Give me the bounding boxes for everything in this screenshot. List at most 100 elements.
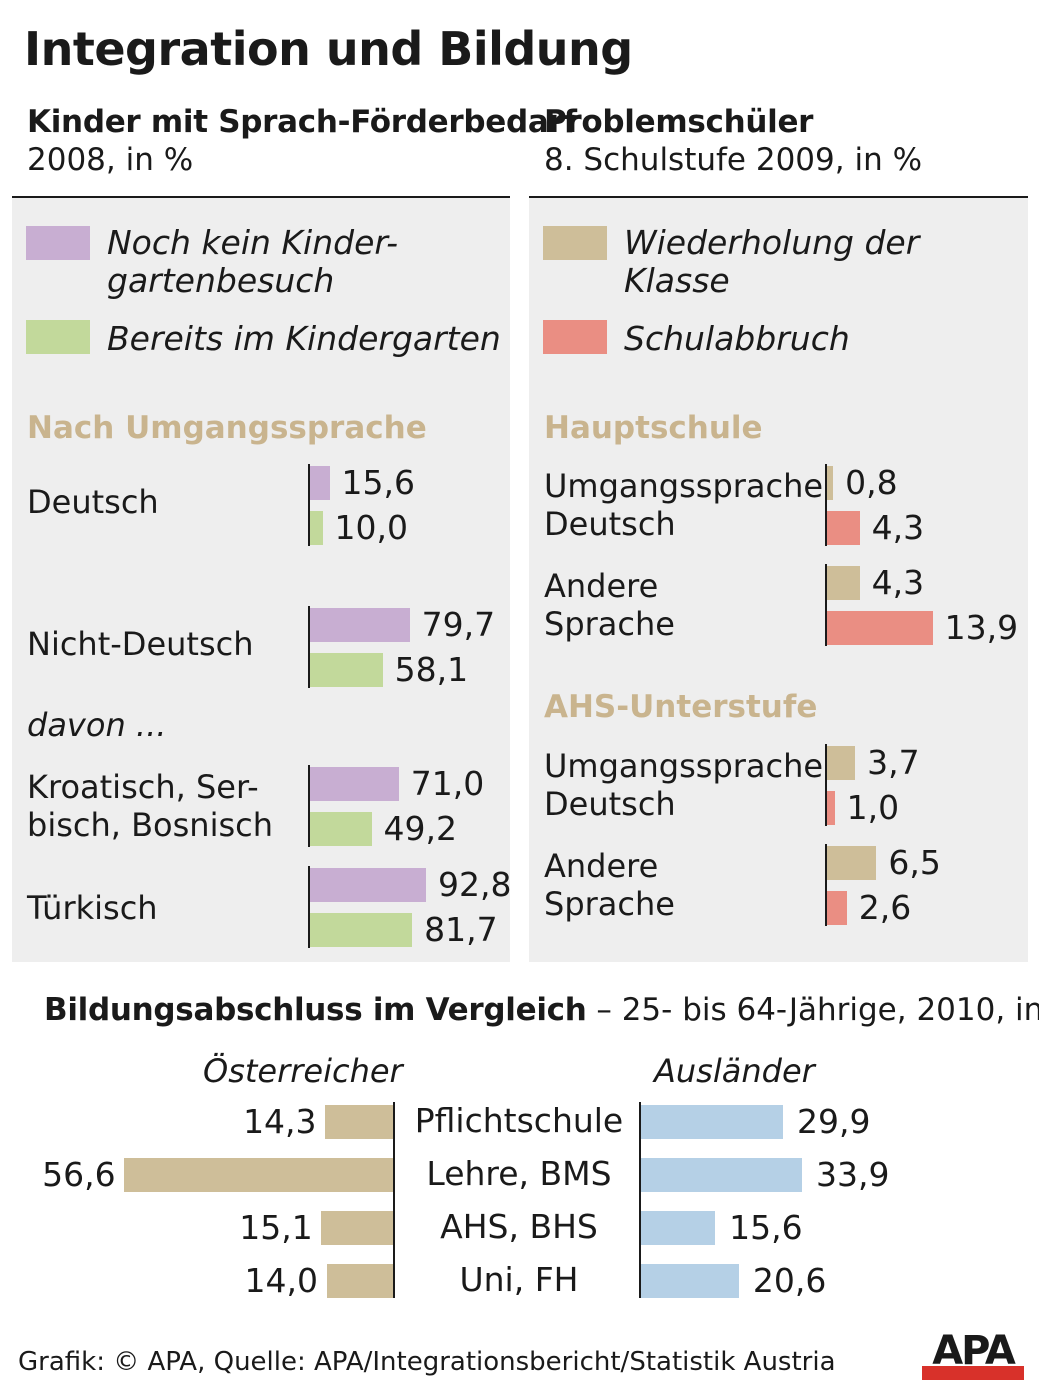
value-label: 56,6 [42,1155,116,1194]
legend-swatch-im-kindergarten [26,320,90,354]
left-axis-line [308,765,310,847]
bar-kein-kindergarten [310,868,426,902]
legend-swatch-wiederholung [543,226,607,260]
category-label-ahs-deutsch-1: Umgangssprache [544,747,824,785]
left-panel-rule [12,196,510,198]
bar-im-kindergarten [310,511,323,545]
bar-schulabbruch [827,891,847,925]
legend-label-kein-kindergarten-1: Noch kein Kinder- [107,223,399,262]
legend-swatch-schulabbruch [543,320,607,354]
value-label: 4,3 [871,508,925,547]
edu-category-pflichtschule: Pflichtschule [414,1101,624,1140]
value-label: 79,7 [421,605,496,644]
bar-oesterreicher [325,1105,393,1139]
legend-label-wiederholung-2: Klasse [624,261,730,300]
legend-label-kein-kindergarten-2: gartenbesuch [107,261,335,300]
bottom-right-axis [639,1102,641,1298]
section-hauptschule: Hauptschule [544,410,763,446]
bar-kein-kindergarten [310,466,330,500]
right-axis-line [825,844,827,926]
right-panel-subtitle: 8. Schulstufe 2009, in % [544,142,923,178]
edu-category-lehre: Lehre, BMS [426,1154,612,1193]
value-label: 33,9 [816,1155,890,1194]
davon-label: davon ... [27,706,167,744]
left-axis-line [308,866,310,948]
bar-im-kindergarten [310,653,383,687]
legend-label-schulabbruch: Schulabbruch [624,319,850,358]
legend-label-wiederholung-1: Wiederholung der [624,223,920,262]
value-label: 71,0 [410,764,485,803]
bar-wiederholung [827,566,860,600]
value-label: 29,9 [797,1102,871,1141]
value-label: 49,2 [383,809,457,848]
right-panel [529,198,1028,962]
value-label: 58,1 [394,650,469,689]
bar-oesterreicher [124,1158,393,1192]
category-label-ahs-andere-2: Sprache [544,885,675,923]
value-label: 1,0 [846,788,900,827]
category-label-hs-andere-1: Andere [544,567,659,605]
bottom-title-bold: Bildungsabschluss im Vergleich [44,992,587,1028]
value-label: 4,3 [871,563,925,602]
right-axis-line [825,564,827,646]
left-panel [12,198,510,962]
bar-auslaender [641,1105,784,1139]
page-title: Integration und Bildung [24,22,633,76]
value-label: 14,0 [244,1261,318,1300]
right-axis-line [825,464,827,546]
value-label: 15,6 [729,1208,803,1247]
footer-source: Grafik: © APA, Quelle: APA/Integrationsb… [18,1347,836,1377]
bar-oesterreicher [321,1211,393,1245]
left-axis-line [308,606,310,688]
value-label: 2,6 [858,888,912,927]
bar-auslaender [641,1158,803,1192]
right-panel-title: Problemschüler [544,104,814,140]
bar-auslaender [641,1264,739,1298]
category-label-hs-andere-2: Sprache [544,605,675,643]
category-label-deutsch: Deutsch [27,483,159,521]
legend-label-im-kindergarten: Bereits im Kindergarten [107,319,501,358]
category-label-ahs-deutsch-2: Deutsch [544,785,676,823]
bar-kein-kindergarten [310,767,399,801]
right-axis-line [825,744,827,826]
bar-wiederholung [827,846,877,880]
edu-category-uni: Uni, FH [459,1260,579,1299]
value-label: 6,5 [888,843,941,882]
right-panel-rule [529,196,1028,198]
value-label: 92,8 [438,865,512,904]
bar-auslaender [641,1211,716,1245]
header-auslaender: Ausländer [654,1052,815,1090]
category-label-ahs-andere-1: Andere [544,847,659,885]
category-label-hs-deutsch-2: Deutsch [544,505,676,543]
value-label: 0,8 [845,463,898,502]
value-label: 3,7 [867,743,920,782]
bar-im-kindergarten [310,812,372,846]
category-label-tuerkisch: Türkisch [27,889,158,927]
value-label: 15,1 [239,1208,313,1247]
value-label: 20,6 [752,1261,827,1300]
section-umgangssprache: Nach Umgangssprache [27,410,427,446]
bar-schulabbruch [827,791,835,825]
bar-kein-kindergarten [310,608,410,642]
bar-schulabbruch [827,611,933,645]
bottom-title-rest: – 25- bis 64-Jährige, 2010, in % [586,992,1039,1028]
value-label: 15,6 [341,463,415,502]
category-label-hs-deutsch-1: Umgangssprache [544,467,824,505]
value-label: 14,3 [243,1102,317,1141]
category-label-kroatisch-2: bisch, Bosnisch [27,806,274,844]
bar-wiederholung [827,746,856,780]
category-label-kroatisch-1: Kroatisch, Ser- [27,768,259,806]
edu-category-ahs: AHS, BHS [440,1207,598,1246]
value-label: 13,9 [944,608,1019,647]
bar-oesterreicher [326,1264,393,1298]
value-label: 81,7 [424,910,498,949]
bar-im-kindergarten [310,913,413,947]
legend-swatch-kein-kindergarten [26,226,90,260]
left-panel-title: Kinder mit Sprach-Förderbedarf [27,104,577,140]
apa-logo-bar [922,1366,1024,1380]
apa-logo-text: APA [932,1328,1016,1374]
bar-wiederholung [827,466,834,500]
category-label-nicht-deutsch: Nicht-Deutsch [27,625,254,663]
bar-schulabbruch [827,511,860,545]
bottom-left-axis [393,1102,395,1298]
